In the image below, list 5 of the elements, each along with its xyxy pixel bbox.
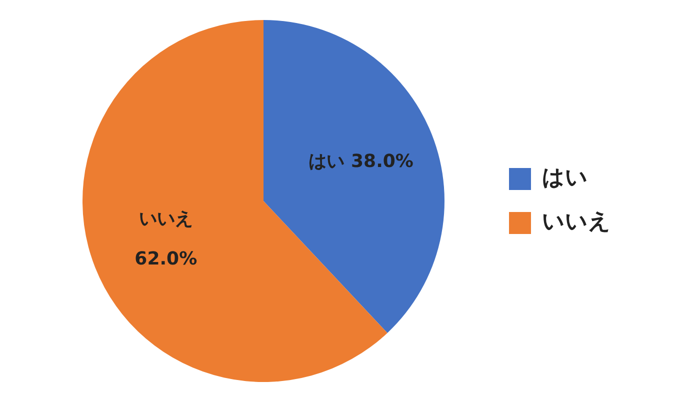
category-label: はい 38.0% bbox=[308, 151, 414, 172]
data-label: 62.0% bbox=[134, 248, 198, 270]
slice-label: いいえ bbox=[138, 208, 193, 230]
legend-label: いいえ bbox=[542, 210, 611, 235]
legend-label: はい bbox=[542, 166, 588, 191]
